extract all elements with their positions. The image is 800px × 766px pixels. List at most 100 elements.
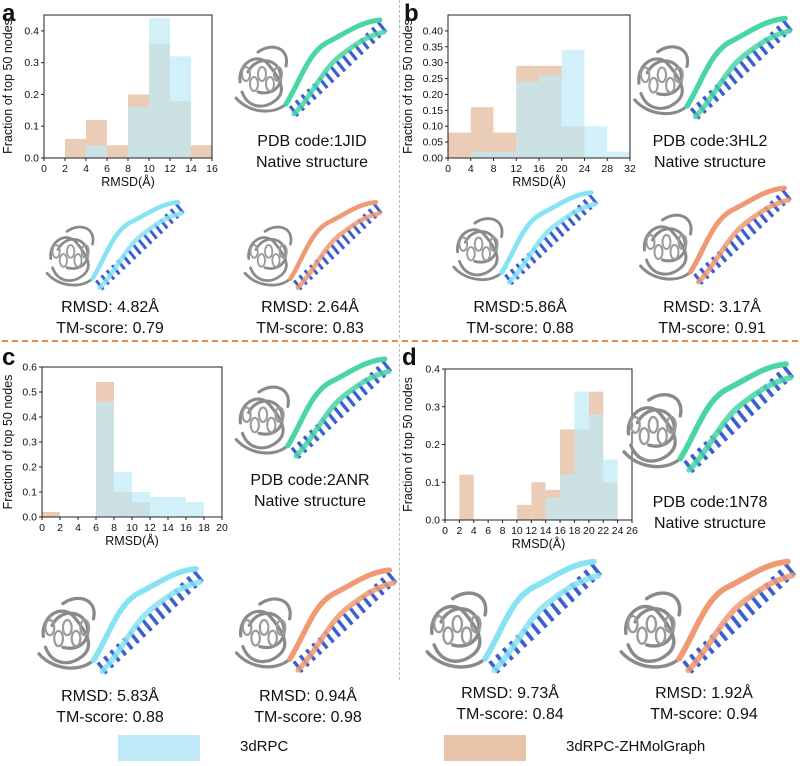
predicted-structure-b-zh [639,185,792,285]
y-tick-label: 0.5 [22,387,37,399]
y-tick-label: 0.6 [22,362,37,374]
bar-zhmolgraph [107,145,128,158]
native-label-c: Native structure [253,493,367,510]
y-tick-label: 0.4 [24,25,39,37]
tmscore-b-3drpc: TM-score: 0.88 [466,320,574,337]
horizontal-divider [2,340,798,342]
y-tick-label: 0.25 [423,73,444,85]
y-tick-label: 0.00 [423,153,444,165]
y-tick-label: 0.4 [22,412,37,424]
predicted-structure-c-zh [234,567,398,674]
x-tick-label: 22 [597,525,609,537]
y-tick-label: 0.1 [425,477,440,489]
rmsd-b-3drpc: RMSD:5.86Å [473,299,567,316]
x-tick-label: 10 [126,522,138,534]
y-tick-label: 0.40 [423,25,444,37]
predicted-structure-d-zh [619,558,797,674]
y-tick-label: 0.2 [22,462,37,474]
native-caption-c: PDB code:2ANR Native structure [230,470,390,512]
pdb-code-c: PDB code:2ANR [250,472,370,489]
bar-3drpc [132,492,150,517]
bar-3drpc [561,49,585,159]
bar-3drpc [170,56,191,158]
native-caption-b: PDB code:3HL2 Native structure [630,131,790,173]
rpc-caption-a: RMSD: 4.82Å TM-score: 0.79 [30,297,190,339]
tmscore-c-zh: TM-score: 0.98 [254,709,362,726]
y-axis-label: Fraction of top 50 nodes [1,19,15,154]
vertical-divider-top [399,0,400,338]
x-tick-label: 14 [540,525,552,537]
legend-label-3drpc: 3dRPC [240,738,289,755]
x-tick-label: 14 [162,522,174,534]
y-tick-label: 0.2 [24,89,39,101]
y-tick-label: 0.0 [24,153,39,165]
y-tick-label: 0.2 [425,439,440,451]
rna-helix [499,190,599,286]
histogram-b: 0 4 8 12 16 20 24 28 32 0.00 0.05 0.10 0.15 0.20 0.25 0… [401,14,636,189]
bar-3drpc [186,502,204,517]
x-tick-label: 2 [57,522,63,534]
pdb-code-a: PDB code:1JID [257,133,367,150]
y-tick-label: 0.3 [425,401,440,413]
x-tick-label: 4 [471,525,477,537]
x-tick-label: 12 [510,163,522,175]
x-tick-label: 20 [556,163,568,175]
x-tick-label: 16 [554,525,566,537]
x-tick-label: 28 [601,163,613,175]
y-tick-label: 0.35 [423,41,444,53]
rna-helix [677,361,795,474]
bar-zhmolgraph [191,145,212,158]
rna-helix [684,15,793,120]
histogram-c: 0 2 4 6 8 10 12 14 16 18 20 0.0 0.1 0.2 0.3 0.4 0.5 0.6 RM… [1,362,228,549]
protein-cartoon [234,45,289,113]
native-caption-a: PDB code:1JID Native structure [232,131,392,173]
bar-3drpc [574,391,589,520]
native-structure-d [622,361,795,474]
protein-cartoon [234,597,292,669]
bar-zhmolgraph [516,504,532,520]
tmscore-c-3drpc: TM-score: 0.88 [56,709,164,726]
bar-3drpc [516,81,539,158]
x-tick-label: 16 [180,522,192,534]
rna-helix [288,200,383,291]
panel-letter-a: a [2,0,16,27]
x-tick-label: 26 [626,525,638,537]
bar-zhmolgraph [42,512,60,517]
rna-helix [283,17,388,117]
panel-letter-d: d [402,344,417,371]
native-label-d: Native structure [653,515,767,532]
x-tick-label: 16 [206,163,218,175]
x-tick-label: 0 [39,522,45,534]
x-tick-label: 8 [125,163,131,175]
y-tick-label: 0.05 [423,137,444,149]
bar-3drpc [150,497,168,517]
bar-3drpc [493,151,517,158]
x-tick-label: 18 [198,522,210,534]
predicted-structure-a-zh [243,200,383,291]
x-tick-label: 6 [104,163,110,175]
rpc-caption-b: RMSD:5.86Å TM-score: 0.88 [440,297,600,339]
x-tick-label: 0 [445,163,451,175]
x-tick-label: 6 [485,525,491,537]
rna-helix [676,558,797,674]
y-tick-label: 0.30 [423,57,444,69]
protein-cartoon [452,217,504,281]
native-structure-a [234,17,388,117]
x-tick-label: 32 [624,163,636,175]
x-tick-label: 12 [525,525,537,537]
x-tick-label: 4 [468,163,474,175]
x-tick-label: 2 [62,163,68,175]
rna-helix [285,356,393,460]
x-tick-label: 24 [579,163,591,175]
tmscore-d-zh: TM-score: 0.94 [650,706,758,723]
protein-cartoon [37,596,96,670]
x-tick-label: 12 [164,163,176,175]
rpc-caption-d: RMSD: 9.73Å TM-score: 0.84 [430,683,590,725]
zh-caption-d: RMSD: 1.92Å TM-score: 0.94 [624,683,784,725]
x-tick-label: 20 [583,525,595,537]
y-tick-label: 0.4 [425,364,440,376]
x-tick-label: 6 [93,522,99,534]
predicted-structure-d-3drpc [425,558,603,674]
x-tick-label: 20 [216,522,228,534]
protein-cartoon [243,225,293,287]
